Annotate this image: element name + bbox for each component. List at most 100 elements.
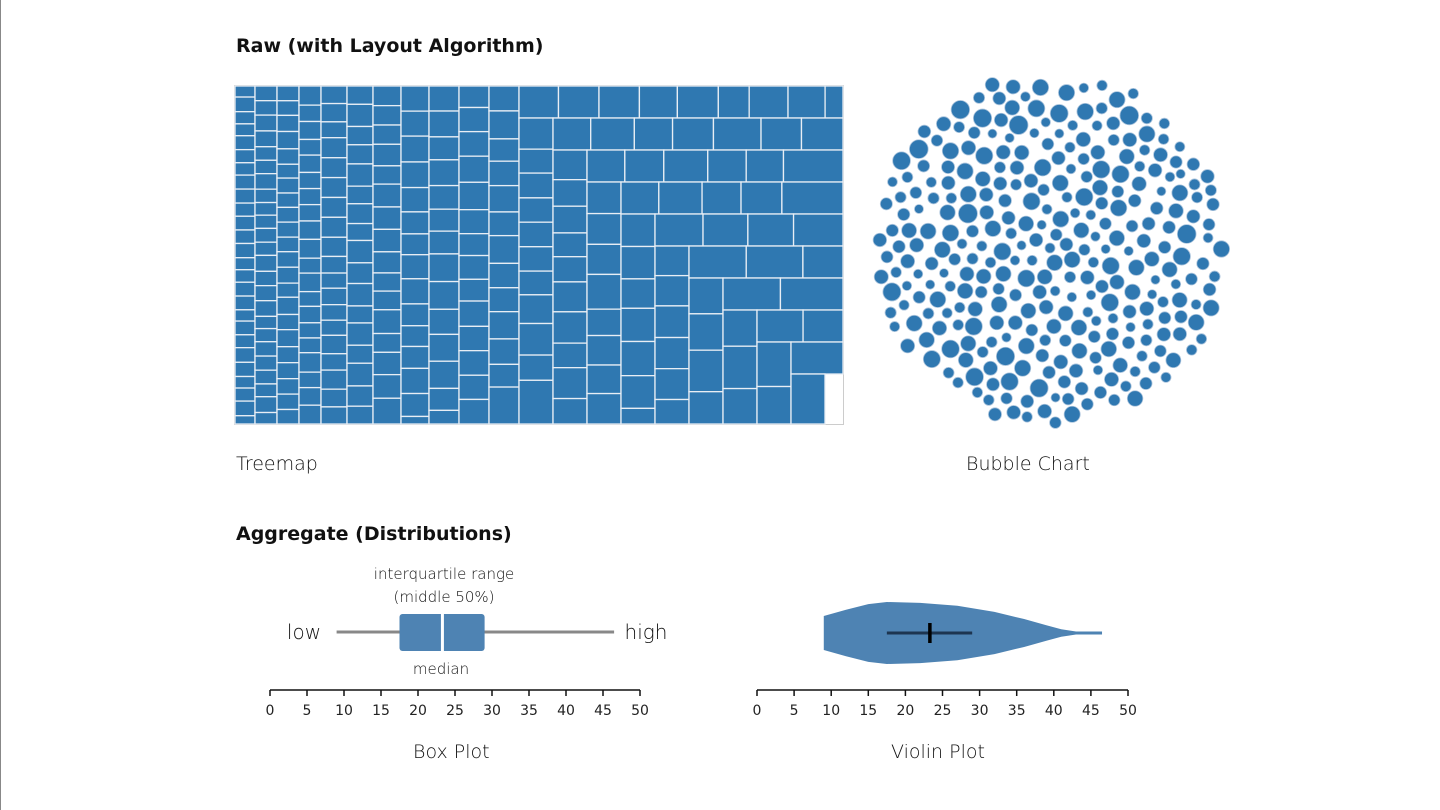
axis-tick-label: 45 (594, 703, 612, 719)
treemap-cell (372, 206, 402, 230)
bubble (1092, 160, 1111, 179)
treemap-cell (276, 114, 300, 133)
bubble (998, 193, 1012, 208)
treemap-cell (518, 85, 560, 119)
axis-tick-label: 20 (409, 703, 427, 719)
bubble (924, 256, 939, 271)
treemap-cell (586, 364, 622, 395)
bubble (1125, 322, 1136, 333)
treemap-cell (518, 270, 554, 296)
treemap-cell (781, 181, 844, 215)
treemap-cell (586, 334, 622, 366)
bubble (952, 376, 964, 389)
treemap-cell (346, 203, 374, 225)
treemap-cell (552, 281, 588, 313)
bubble (995, 265, 1012, 282)
bubble (1037, 403, 1052, 419)
bubble (1090, 231, 1101, 242)
treemap-cell (320, 304, 348, 321)
treemap-cell (234, 96, 256, 113)
bubble (985, 336, 998, 348)
bubble (1101, 256, 1120, 275)
bubble (1085, 289, 1097, 301)
bubble (1121, 336, 1136, 350)
bubble (1170, 278, 1182, 290)
treemap-cell (346, 163, 374, 187)
bubble (954, 301, 966, 314)
treemap-cell (428, 230, 460, 255)
bubble (919, 222, 937, 240)
bubble (1148, 361, 1161, 374)
bubble (1104, 371, 1119, 387)
bubble (873, 269, 889, 285)
bubble (1041, 203, 1053, 215)
treemap-cell (234, 229, 256, 245)
bubble (1000, 372, 1019, 391)
bubble (941, 307, 953, 319)
bubble (1171, 184, 1189, 202)
treemap-cell (320, 102, 348, 123)
treemap-cell (372, 251, 402, 274)
treemap-cell (276, 221, 300, 238)
treemap-cell (234, 215, 256, 231)
treemap-cell (590, 117, 635, 151)
treemap-cell (298, 120, 322, 141)
bubble (976, 240, 988, 252)
bubble (956, 162, 974, 180)
treemap-cell (346, 305, 374, 324)
treemap-cell (654, 274, 690, 307)
treemap-cell (254, 85, 278, 102)
bubble (1127, 87, 1139, 100)
bubble (1054, 128, 1065, 139)
bubble (1186, 344, 1198, 356)
bubble (1202, 282, 1217, 297)
bubble (1144, 251, 1160, 267)
bubble (917, 124, 932, 139)
bubble (983, 360, 998, 376)
axis-tick-label: 0 (753, 703, 762, 719)
bubble (960, 140, 977, 156)
treemap-cell (782, 149, 844, 183)
bubble (1202, 218, 1216, 231)
treemap-cell (320, 236, 348, 258)
bubble (1111, 185, 1125, 198)
treemap-cell (586, 392, 622, 425)
bubble (1037, 183, 1050, 196)
bubble (1158, 311, 1172, 325)
treemap-cell (458, 155, 490, 183)
bubble (964, 317, 983, 336)
bubble (1046, 318, 1062, 335)
treemap-cell (802, 245, 844, 279)
treemap-cell (458, 254, 490, 280)
bubble (1164, 171, 1176, 183)
axis-tick-label: 50 (1119, 703, 1137, 719)
bubble (1190, 299, 1202, 310)
bubble (1049, 228, 1063, 241)
bubble-caption: Bubble Chart (966, 453, 1090, 475)
bubble (1061, 392, 1075, 406)
bubble (972, 108, 993, 128)
axis-tick-label: 0 (266, 703, 275, 719)
treemap-cell (712, 117, 762, 151)
bubble (1191, 191, 1203, 204)
treemap-cell (276, 177, 300, 194)
bubble (1195, 333, 1208, 345)
treemap-cell (458, 398, 490, 425)
bubble (979, 205, 995, 220)
bubble (1020, 91, 1031, 102)
bubble (1188, 178, 1201, 191)
treemap-cell (671, 117, 715, 151)
treemap-cell (276, 85, 300, 102)
bubble (900, 253, 916, 269)
treemap-cell (400, 186, 430, 213)
axis-tick-label: 15 (372, 703, 390, 719)
axis-tick-label: 10 (335, 703, 353, 719)
bubble (957, 352, 974, 368)
bubble (934, 241, 951, 259)
bubble (1128, 193, 1142, 208)
treemap-cell (654, 305, 690, 339)
bubble (1016, 240, 1027, 251)
treemap-cell (276, 192, 300, 209)
bubble (922, 350, 941, 369)
bubble (912, 290, 926, 304)
